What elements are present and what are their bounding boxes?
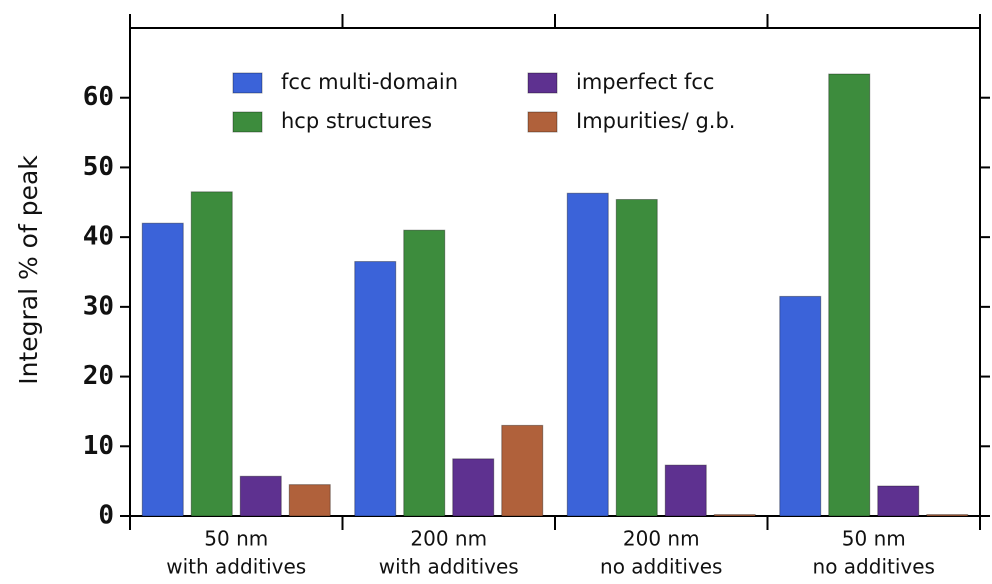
legend-swatch (527, 111, 558, 133)
bar (403, 229, 446, 517)
bar (452, 458, 495, 517)
bar (354, 261, 397, 517)
legend-swatch (527, 72, 558, 94)
bar (664, 464, 707, 517)
x-tick-label: no additives (600, 555, 722, 579)
bar (141, 222, 184, 517)
y-axis-label: Integral % of peak (14, 155, 43, 385)
bar (779, 295, 822, 517)
bar (615, 198, 658, 517)
bar (566, 192, 609, 517)
y-tick-label: 60 (83, 82, 114, 112)
x-tick-label: 50 nm (842, 527, 906, 551)
y-tick-label: 10 (83, 431, 114, 461)
legend-swatch (232, 111, 263, 133)
legend-label: Impurities/ g.b. (576, 109, 735, 133)
y-tick-label: 50 (83, 152, 114, 182)
bar (877, 485, 920, 517)
y-tick-label: 40 (83, 222, 114, 252)
bar (239, 475, 282, 517)
bar (713, 514, 756, 517)
bar (926, 514, 969, 517)
bar (501, 424, 544, 517)
legend-label: hcp structures (281, 109, 432, 133)
bar (288, 484, 331, 517)
legend-label: fcc multi-domain (281, 70, 458, 94)
y-tick-label: 0 (98, 501, 114, 531)
bar (828, 73, 871, 517)
x-tick-label: 200 nm (410, 527, 487, 551)
x-tick-label: with additives (379, 555, 519, 579)
legend-label: imperfect fcc (576, 70, 714, 94)
y-tick-label: 30 (83, 291, 114, 321)
x-tick-label: 200 nm (623, 527, 700, 551)
legend-swatch (232, 72, 263, 94)
y-tick-label: 20 (83, 361, 114, 391)
x-tick-label: no additives (813, 555, 935, 579)
bar (190, 191, 233, 517)
x-tick-label: with additives (166, 555, 306, 579)
x-tick-label: 50 nm (204, 527, 268, 551)
